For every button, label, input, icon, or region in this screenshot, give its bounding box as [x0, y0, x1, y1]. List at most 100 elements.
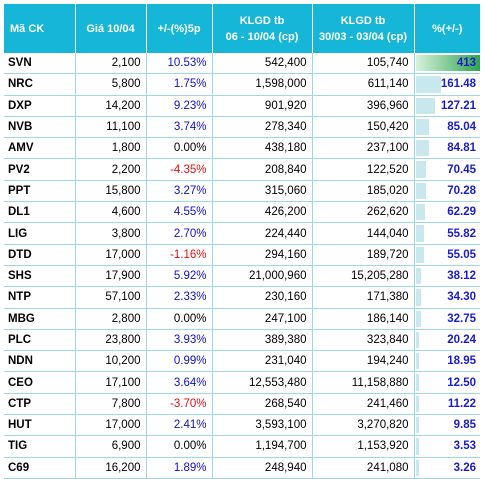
- volume-current: 1,598,000: [212, 73, 313, 96]
- table-row: PPT 15,800 3.27% 315,060 185,020 70.28: [4, 180, 480, 203]
- table-row: NRC 5,800 1.75% 1,598,000 611,140 161.48: [4, 73, 480, 96]
- pct-change-bar: [415, 246, 425, 263]
- table-row: PLC 23,800 3.93% 389,380 323,840 20.24: [4, 329, 480, 352]
- price-change: 2.41%: [146, 414, 213, 437]
- stock-price: 15,800: [75, 180, 147, 203]
- stock-price: 11,100: [75, 116, 147, 139]
- volume-previous: 262,620: [312, 201, 415, 224]
- stock-code: NRC: [4, 73, 76, 96]
- pct-change-value: 85.04: [447, 121, 476, 134]
- volume-previous: 122,520: [312, 158, 415, 181]
- table-row: NTP 57,100 2.33% 230,160 171,380 34.30: [4, 286, 480, 309]
- stock-price: 57,100: [75, 286, 147, 309]
- table-row: AMV 1,800 0.00% 438,180 237,100 84.81: [4, 137, 480, 160]
- pct-change-value: 55.05: [447, 248, 476, 261]
- table-row: MBG 2,800 0.00% 247,100 186,140 32.75: [4, 308, 480, 330]
- table-row: SHS 17,900 5.92% 21,000,960 15,205,280 38.12: [4, 265, 480, 288]
- table-row: LIG 3,800 2.70% 224,440 144,040 55.82: [4, 222, 480, 245]
- pct-change-value: 413: [456, 57, 476, 70]
- pct-change-cell: 62.29: [414, 201, 480, 224]
- pct-change-value: 55.82: [447, 227, 476, 240]
- pct-change-cell: 413: [414, 53, 480, 75]
- pct-change-value: 62.29: [447, 206, 476, 219]
- stock-price: 16,200: [75, 457, 147, 479]
- header-change: +/-(%)5p: [146, 4, 213, 53]
- volume-previous: 105,740: [312, 53, 415, 75]
- pct-change-bar: [415, 353, 419, 370]
- pct-change-cell: 38.12: [414, 265, 480, 288]
- volume-current: 278,340: [212, 116, 313, 139]
- pct-change-bar: [415, 395, 419, 413]
- stock-price: 23,800: [75, 329, 147, 352]
- header-volume-current: KLGD tb 06 - 10/04 (cp): [212, 4, 313, 53]
- pct-change-cell: 11.22: [414, 393, 480, 416]
- stock-code: TIG: [4, 435, 76, 458]
- volume-current: 542,400: [212, 53, 313, 75]
- header-volume-previous: KLGD tb 30/03 - 03/04 (cp): [312, 4, 415, 53]
- stock-price: 3,800: [75, 222, 147, 245]
- pct-change-bar: [415, 182, 427, 200]
- volume-current: 438,180: [212, 137, 313, 160]
- price-change: 10.53%: [146, 53, 213, 75]
- stock-price: 17,900: [75, 265, 147, 288]
- volume-change-table: Mã CK Giá 10/04 +/-(%)5p KLGD tb 06 - 10…: [4, 4, 480, 479]
- pct-change-bar: [415, 438, 419, 455]
- price-change: 1.75%: [146, 73, 213, 96]
- pct-change-bar: [415, 374, 419, 391]
- price-change: -3.70%: [146, 393, 213, 416]
- pct-change-bar: [415, 225, 425, 242]
- stock-price: 4,600: [75, 201, 147, 224]
- volume-current: 3,593,100: [212, 414, 313, 437]
- pct-change-bar: [415, 289, 421, 306]
- volume-previous: 323,840: [312, 329, 415, 352]
- stock-code: DTD: [4, 244, 76, 266]
- pct-change-value: 127.21: [440, 99, 476, 112]
- price-change: 2.70%: [146, 222, 213, 245]
- price-change: 3.93%: [146, 329, 213, 352]
- table-body: SVN 2,100 10.53% 542,400 105,740 413 NRC 5,800 1…: [4, 53, 480, 479]
- price-change: -1.16%: [146, 244, 213, 266]
- table-row: C69 16,200 1.89% 248,940 241,080 3.26: [4, 457, 480, 479]
- pct-change-bar: [415, 55, 480, 72]
- pct-change-bar: [415, 140, 429, 157]
- stock-code: NDN: [4, 350, 76, 373]
- stock-code: DXP: [4, 95, 76, 117]
- price-change: 9.23%: [146, 95, 213, 117]
- pct-change-cell: 84.81: [414, 137, 480, 160]
- volume-current: 230,160: [212, 286, 313, 309]
- volume-previous: 185,020: [312, 180, 415, 203]
- stock-code: SHS: [4, 265, 76, 288]
- header-volume-current-line1: KLGD tb: [239, 14, 285, 27]
- pct-change-bar: [415, 204, 426, 221]
- table-row: PV2 2,200 -4.35% 208,840 122,520 70.45: [4, 158, 480, 181]
- header-volume-previous-line2: 30/03 - 03/04 (cp): [318, 30, 408, 43]
- table-row: HUT 17,000 2.41% 3,593,100 3,270,820 9.85: [4, 414, 480, 437]
- pct-change-value: 34.30: [447, 291, 476, 304]
- stock-code: SVN: [4, 53, 76, 75]
- pct-change-cell: 3.26: [414, 457, 480, 479]
- pct-change-bar: [415, 331, 419, 349]
- pct-change-cell: 18.95: [414, 350, 480, 373]
- stock-code: LIG: [4, 222, 76, 245]
- pct-change-bar: [415, 76, 441, 93]
- table-row: NDN 10,200 0.99% 231,040 194,240 18.95: [4, 350, 480, 373]
- pct-change-cell: 85.04: [414, 116, 480, 139]
- pct-change-value: 18.95: [447, 355, 476, 368]
- stock-price: 1,800: [75, 137, 147, 160]
- stock-code: AMV: [4, 137, 76, 160]
- header-pct-change: %(+/-): [414, 4, 480, 53]
- volume-previous: 1,153,920: [312, 435, 415, 458]
- price-change: 4.55%: [146, 201, 213, 224]
- stock-price: 2,800: [75, 308, 147, 330]
- volume-current: 248,940: [212, 457, 313, 479]
- pct-change-bar: [415, 97, 436, 114]
- pct-change-value: 9.85: [453, 419, 476, 432]
- volume-current: 247,100: [212, 308, 313, 330]
- volume-previous: 611,140: [312, 73, 415, 96]
- table-row: DTD 17,000 -1.16% 294,160 189,720 55.05: [4, 244, 480, 266]
- volume-previous: 3,270,820: [312, 414, 415, 437]
- pct-change-cell: 12.50: [414, 371, 480, 394]
- header-volume-current-line2: 06 - 10/04 (cp): [225, 30, 299, 43]
- stock-code: PPT: [4, 180, 76, 203]
- pct-change-value: 38.12: [447, 270, 476, 283]
